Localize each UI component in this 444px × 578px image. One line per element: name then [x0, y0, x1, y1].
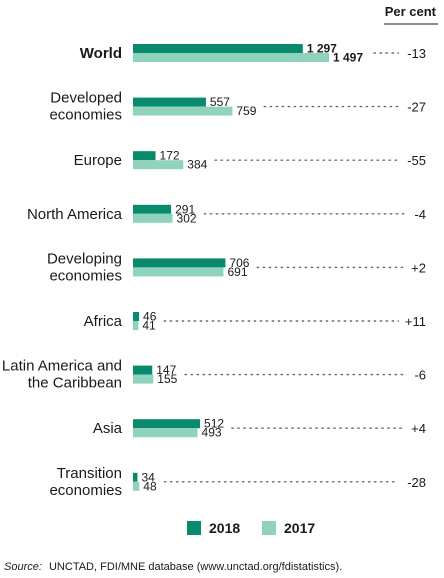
bar-2018 [133, 258, 226, 268]
value-label-2017: 1 497 [333, 51, 363, 65]
value-label-2018: 291 [175, 202, 195, 216]
category-label-line: economies [49, 482, 122, 499]
value-label-2017: 759 [236, 104, 256, 118]
category-label: Africa [84, 313, 123, 330]
bar-2018 [133, 151, 156, 161]
value-label-2018: 147 [156, 363, 176, 377]
value-label-2017: 41 [142, 319, 156, 333]
category-label-line: Transition [57, 465, 122, 482]
category-label-line: Latin America and [2, 358, 122, 375]
value-label-2018: 46 [143, 310, 157, 324]
category-label-line: Developed [50, 90, 122, 107]
growth-label: +4 [411, 421, 426, 436]
value-label-2017: 302 [177, 211, 197, 225]
bar-2017 [133, 213, 173, 223]
bar-2018 [133, 44, 303, 53]
source-note: Source: UNCTAD, FDI/MNE database (www.un… [4, 561, 342, 573]
category-label: North America [27, 206, 123, 223]
category-label-line: economies [49, 267, 122, 284]
category-label-line: Developing [47, 250, 122, 267]
growth-label: +11 [405, 314, 426, 329]
growth-label: -6 [414, 368, 426, 383]
category-label-line: Europe [74, 152, 122, 169]
value-label-2018: 1 297 [307, 42, 337, 56]
bar-2017 [133, 374, 154, 384]
growth-label: -13 [407, 46, 426, 61]
legend-label-2018: 2018 [209, 520, 240, 536]
row-europe: Europe 172 384 -55 [74, 149, 426, 172]
category-label-line: Asia [93, 420, 123, 437]
legend-label-2017: 2017 [284, 520, 315, 536]
legend-swatch-2017 [262, 521, 276, 535]
value-label-2017: 48 [143, 479, 157, 493]
category-label-line: Africa [84, 313, 123, 330]
source-label: Source: [4, 561, 42, 573]
row-developed-economies: Developed economies 557 759 -27 [49, 90, 426, 124]
bar-2017 [133, 106, 233, 116]
bar-2017 [133, 428, 198, 438]
value-label-2018: 34 [141, 470, 155, 484]
bar-2018 [133, 419, 201, 429]
value-label-2017: 493 [202, 426, 222, 440]
legend: 2018 2017 [187, 520, 315, 536]
category-label: World [80, 45, 122, 62]
category-label-line: World [80, 45, 122, 62]
bar-2018 [133, 472, 138, 482]
growth-label: +2 [411, 260, 426, 275]
growth-label: -28 [407, 475, 426, 490]
per-cent-header: Per cent [385, 4, 437, 19]
value-label-2017: 691 [227, 265, 247, 279]
category-label-line: economies [49, 107, 122, 124]
bar-2017 [133, 481, 140, 491]
bar-2018 [133, 97, 206, 107]
value-label-2018: 557 [210, 95, 230, 109]
growth-label: -55 [407, 153, 426, 168]
value-label-2018: 512 [204, 417, 224, 431]
category-label: Latin America and the Caribbean [2, 358, 122, 392]
bar-2017 [133, 267, 224, 277]
bar-2017 [133, 160, 184, 170]
category-label: Developing economies [47, 250, 122, 284]
bar-2018 [133, 312, 140, 321]
bar-2018 [133, 365, 153, 375]
value-label-2018: 172 [160, 149, 180, 163]
category-label-line: North America [27, 206, 123, 223]
value-label-2017: 384 [187, 158, 207, 172]
category-label: Transition economies [49, 465, 122, 499]
value-label-2017: 155 [157, 372, 177, 386]
category-label-line: the Caribbean [28, 375, 122, 392]
source-text: UNCTAD, FDI/MNE database (www.unctad.org… [49, 561, 342, 573]
bar-2017 [133, 53, 329, 62]
legend-swatch-2018 [187, 521, 201, 535]
bar-2017 [133, 321, 139, 330]
category-label: Developed economies [49, 90, 122, 124]
category-label: Asia [93, 420, 123, 437]
growth-label: -27 [407, 100, 426, 115]
growth-label: -4 [414, 207, 426, 222]
value-label-2018: 706 [229, 256, 249, 270]
bar-2018 [133, 204, 172, 214]
category-label: Europe [74, 152, 122, 169]
